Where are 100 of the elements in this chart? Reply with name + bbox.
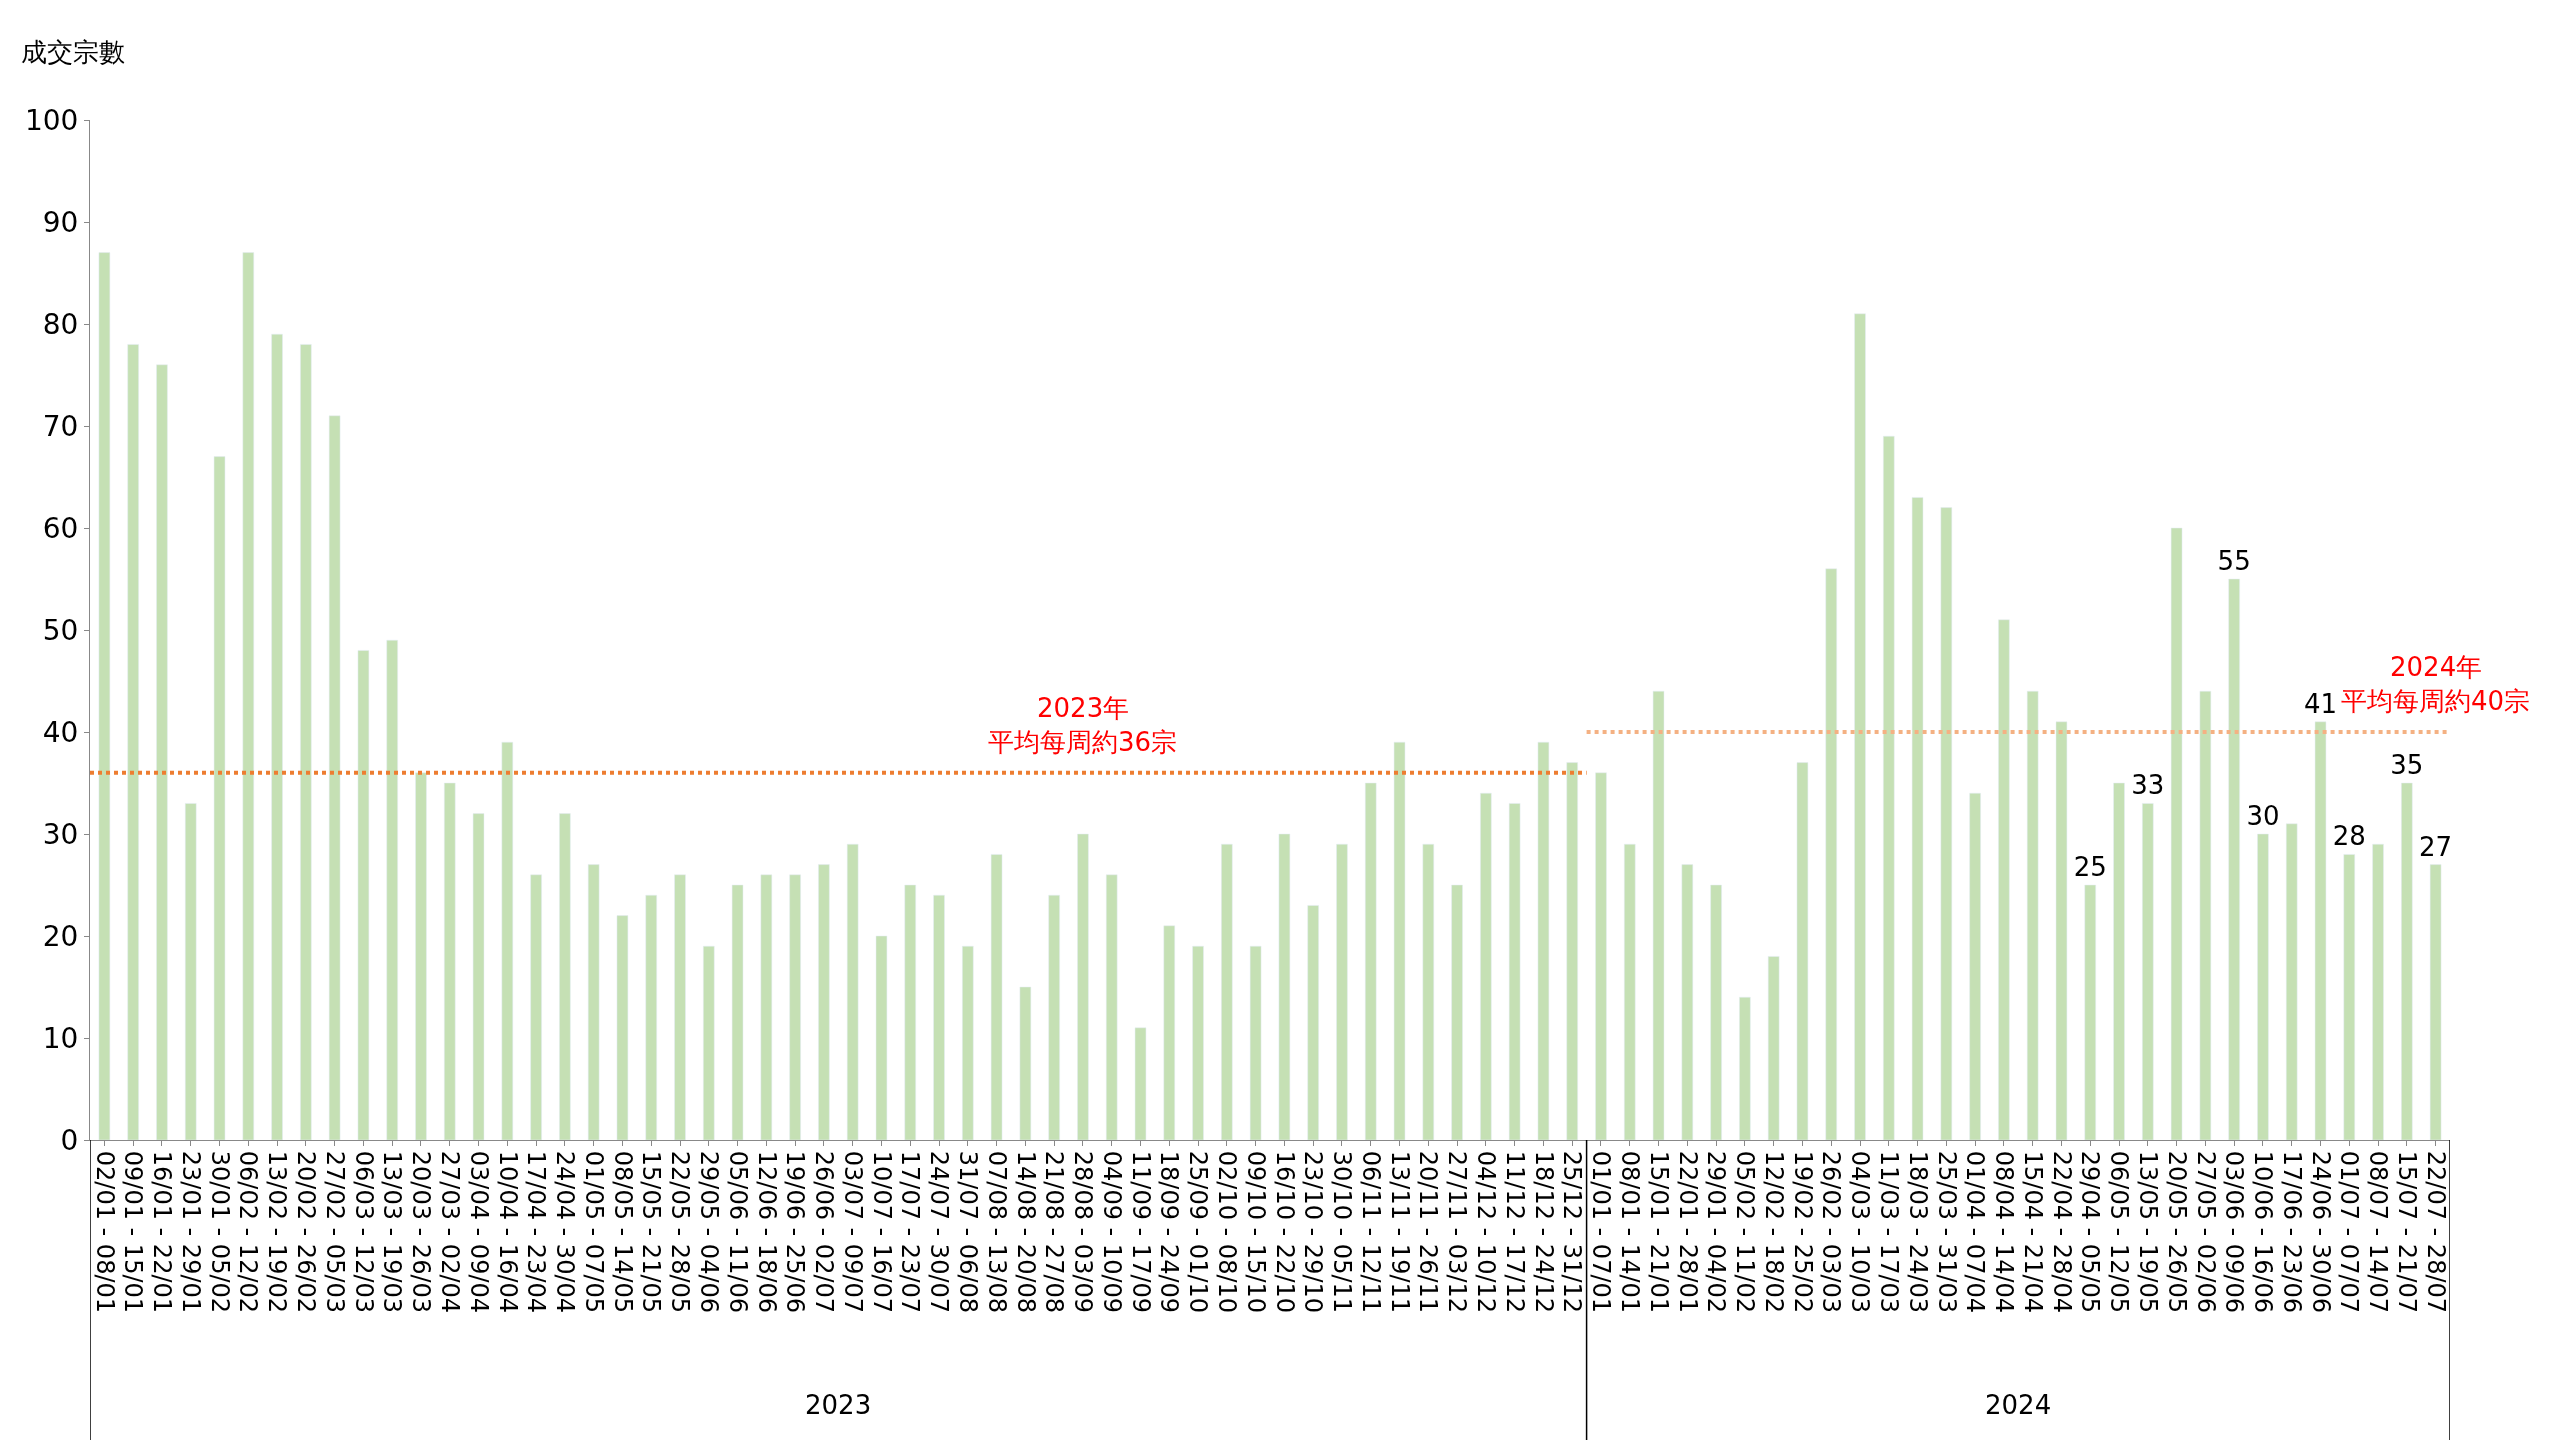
bar	[875, 935, 888, 1140]
x-tick-label: 17/06 - 23/06	[2277, 1150, 2306, 1314]
x-tick-label: 18/03 - 24/03	[1903, 1150, 1932, 1314]
bar	[1019, 986, 1032, 1140]
bar	[472, 813, 485, 1140]
bar	[415, 772, 427, 1140]
bar	[2314, 721, 2327, 1140]
x-tick-label: 06/05 - 12/05	[2105, 1150, 2134, 1314]
x-tick-label: 20/03 - 26/03	[407, 1150, 436, 1314]
x-tick-label: 01/04 - 07/04	[1961, 1150, 1990, 1314]
x-tick-label: 22/05 - 28/05	[666, 1150, 695, 1314]
y-tick-label: 60	[42, 511, 79, 545]
x-tick-label: 04/03 - 10/03	[1846, 1150, 1875, 1314]
bar	[98, 252, 111, 1140]
bar	[1911, 497, 1924, 1140]
y-tick-label: 100	[24, 103, 79, 137]
data-label: 35	[2390, 750, 2424, 780]
bar	[357, 650, 370, 1140]
x-tick-label: 22/07 - 28/07	[2421, 1150, 2450, 1314]
bar	[645, 894, 657, 1140]
x-tick-label: 01/07 - 07/07	[2335, 1150, 2364, 1314]
bar	[1077, 833, 1089, 1140]
bar	[1940, 507, 1953, 1140]
x-tick-label: 27/05 - 02/06	[2191, 1150, 2220, 1314]
bar	[846, 843, 859, 1140]
data-label: 30	[2246, 801, 2280, 831]
bar	[1883, 435, 1895, 1140]
y-tick-label: 0	[60, 1123, 79, 1157]
bar	[300, 344, 312, 1140]
x-tick-label: 15/01 - 21/01	[1644, 1150, 1673, 1314]
bar	[2199, 690, 2212, 1140]
x-tick-label: 17/07 - 23/07	[896, 1150, 925, 1314]
x-tick-label: 16/01 - 22/01	[148, 1150, 177, 1314]
x-tick-label: 12/02 - 18/02	[1759, 1150, 1788, 1314]
data-label: 28	[2332, 821, 2366, 852]
x-tick-label: 11/12 - 17/12	[1500, 1150, 1529, 1314]
x-tick-label: 18/09 - 24/09	[1155, 1150, 1184, 1314]
bar	[1537, 741, 1550, 1140]
x-tick-label: 14/08 - 20/08	[1011, 1150, 1040, 1314]
x-tick-label: 24/07 - 30/07	[925, 1150, 954, 1314]
x-tick-label: 27/11 - 03/12	[1443, 1150, 1472, 1314]
data-label: 33	[2131, 770, 2165, 801]
bar	[1163, 925, 1175, 1140]
x-tick-label: 31/07 - 06/08	[954, 1150, 982, 1314]
x-tick-label: 29/04 - 05/05	[2076, 1150, 2105, 1314]
x-tick-label: 06/11 - 12/11	[1356, 1150, 1385, 1314]
y-axis-title: 成交宗數	[21, 37, 125, 67]
x-tick-label: 03/07 - 09/07	[838, 1150, 867, 1314]
x-tick-label: 04/12 - 10/12	[1472, 1150, 1501, 1314]
annotation: 2023年	[1037, 693, 1130, 723]
x-tick-label: 16/10 - 22/10	[1270, 1150, 1299, 1314]
bar	[2142, 803, 2154, 1140]
bar	[213, 456, 226, 1140]
x-tick-label: 24/06 - 30/06	[2306, 1150, 2335, 1314]
bar	[1134, 1027, 1147, 1140]
x-tick-label: 08/05 - 14/05	[608, 1150, 637, 1314]
x-tick-label: 10/06 - 16/06	[2249, 1150, 2278, 1314]
y-tick-label: 20	[42, 919, 79, 953]
bar	[156, 364, 168, 1140]
bar	[1998, 619, 2010, 1140]
x-tick-label: 12/06 - 18/06	[752, 1150, 781, 1314]
x-tick-label: 10/07 - 16/07	[867, 1150, 896, 1314]
bar	[185, 803, 197, 1140]
bar	[1278, 833, 1291, 1140]
x-tick-label: 30/01 - 05/02	[205, 1150, 234, 1314]
x-tick-label: 19/02 - 25/02	[1788, 1150, 1817, 1314]
bar	[933, 894, 945, 1140]
y-tick-label: 40	[42, 715, 79, 749]
x-tick-label: 23/10 - 29/10	[1299, 1150, 1328, 1314]
x-tick-label: 26/06 - 02/07	[810, 1150, 839, 1314]
bar	[2401, 782, 2413, 1140]
x-tick-label: 09/01 - 15/01	[119, 1150, 148, 1314]
bar	[2372, 843, 2384, 1140]
bar	[1566, 762, 1578, 1140]
bar	[1221, 843, 1233, 1140]
bar	[2113, 782, 2125, 1140]
bar	[1681, 864, 1694, 1140]
bar	[530, 874, 542, 1140]
bar	[1710, 884, 1722, 1140]
bar	[1422, 843, 1435, 1140]
y-tick-label: 30	[42, 817, 79, 851]
text: 2024	[1985, 1390, 2052, 1420]
data-label: 25	[2073, 852, 2107, 882]
x-tick-label: 30/10 - 05/11	[1328, 1150, 1357, 1314]
x-tick-label: 20/11 - 26/11	[1414, 1150, 1443, 1314]
bar	[1105, 874, 1118, 1140]
annotation: 平均每周約36宗	[988, 727, 1178, 757]
x-tick-label: 13/05 - 19/05	[2134, 1150, 2162, 1314]
bar	[271, 333, 283, 1140]
bar	[731, 884, 744, 1140]
bar	[818, 864, 830, 1140]
bar	[760, 874, 773, 1140]
y-tick-label: 90	[42, 205, 79, 239]
x-tick-label: 20/05 - 26/05	[2162, 1150, 2191, 1314]
bar	[990, 854, 1003, 1140]
x-tick-label: 20/02 - 26/02	[292, 1150, 321, 1314]
x-tick-label: 17/04 - 23/04	[522, 1150, 551, 1314]
annotation: 2024年	[2390, 652, 2483, 682]
x-tick-label: 25/03 - 31/03	[1932, 1150, 1961, 1314]
y-tick-label: 80	[42, 307, 79, 341]
